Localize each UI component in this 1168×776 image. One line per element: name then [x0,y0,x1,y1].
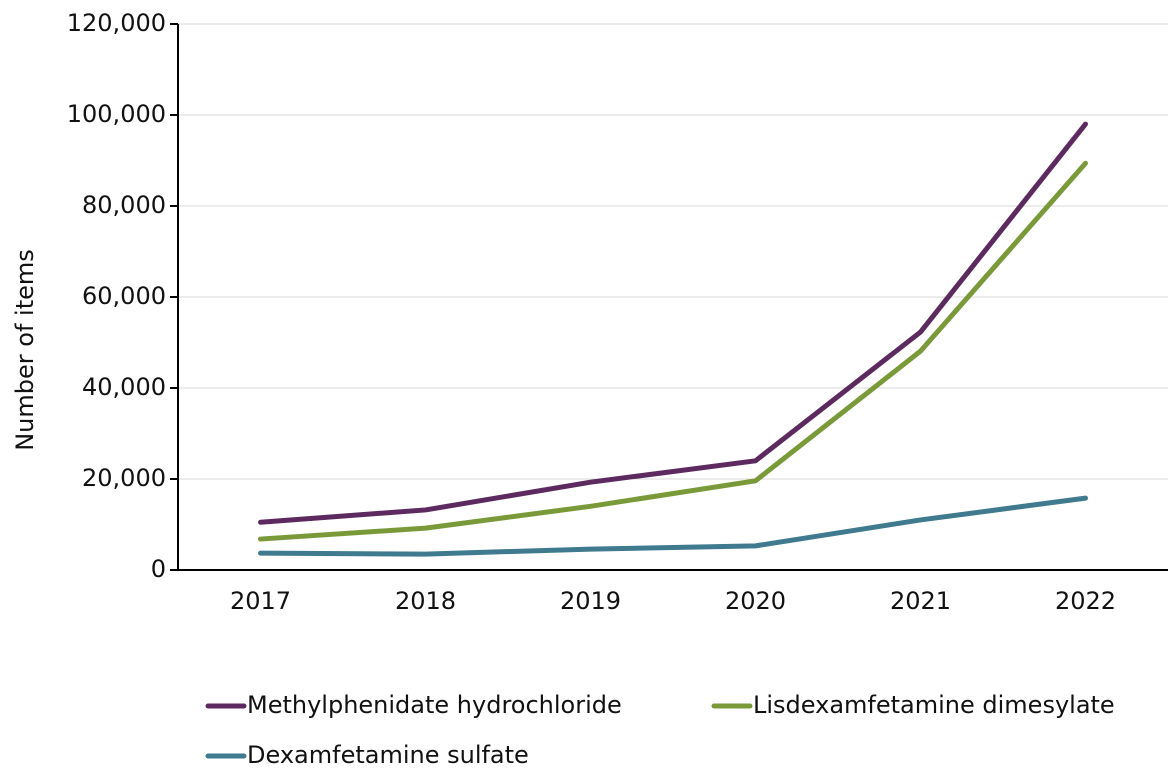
legend-label: Methylphenidate hydrochloride [247,691,622,719]
series-line [258,495,1088,557]
x-tick-label: 2022 [1055,587,1116,615]
x-tick-label: 2017 [230,587,291,615]
y-tick-label: 100,000 [67,100,166,128]
y-tick-label: 40,000 [82,373,166,401]
y-tick-label: 120,000 [67,9,166,37]
x-tick-label: 2020 [725,587,786,615]
y-tick-label: 20,000 [82,464,166,492]
y-tick-label: 60,000 [82,282,166,310]
legend-label: Dexamfetamine sulfate [247,741,529,769]
x-tick-label: 2019 [560,587,621,615]
series-line [258,160,1088,542]
x-tick-label: 2018 [395,587,456,615]
y-tick-label: 80,000 [82,191,166,219]
legend-label: Lisdexamfetamine dimesylate [753,691,1115,719]
series-line [258,121,1088,525]
y-axis-label: Number of items [11,249,39,451]
x-tick-label: 2021 [890,587,951,615]
y-tick-label: 0 [151,555,166,583]
